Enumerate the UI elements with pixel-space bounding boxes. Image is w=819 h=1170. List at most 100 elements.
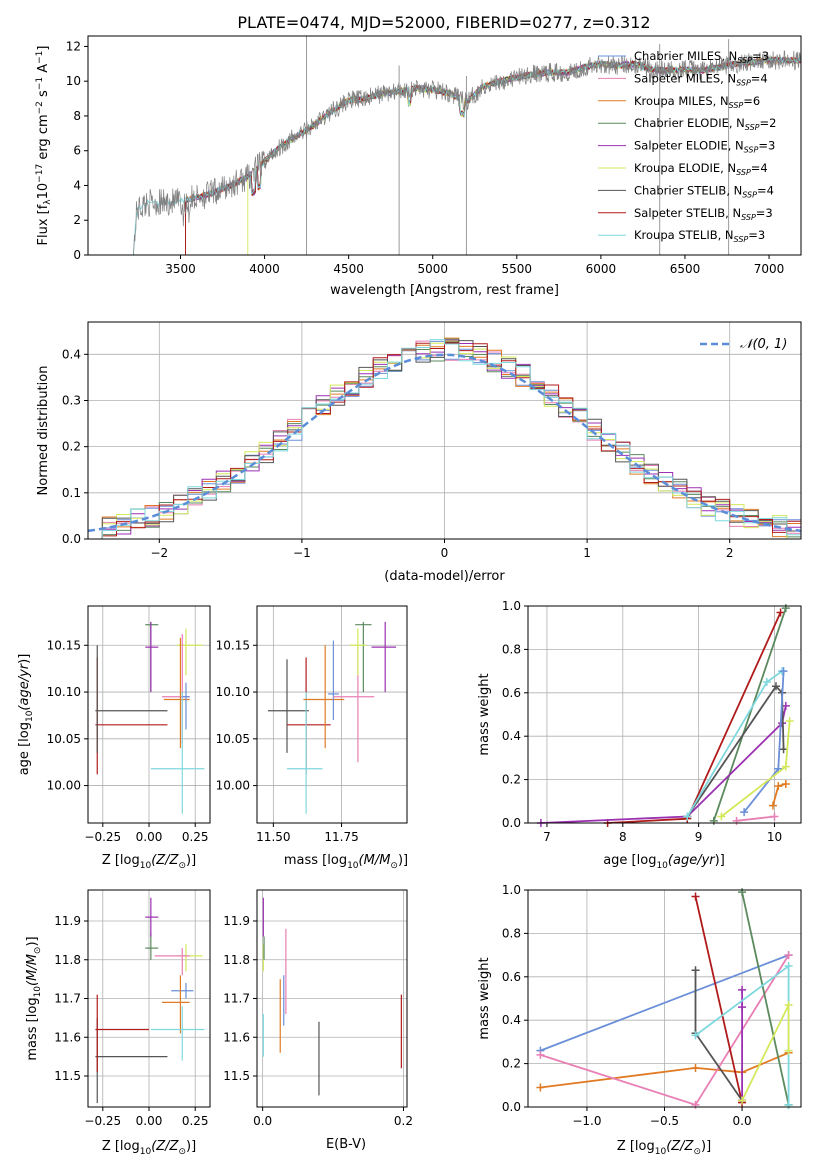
weight-marker-chabrier_miles [779,667,788,676]
weight-line-chabrier_elodie [712,607,787,822]
spectrum-data [133,49,801,255]
weight-marker-kroupa_miles [691,1063,700,1072]
legend-label-salpeter_miles: Salpeter MILES, NSSP=4 [634,71,768,87]
x-tick-label: 0.0 [253,1114,272,1128]
axes-frame [527,605,802,824]
spectrum-axes: 3500 4000 4500 5000 5500 6000 6500 7000 0 2 4 6 8 10 1… [66,39,785,276]
spectrum-model-kroupa_stelib [132,55,801,255]
y-tick-label: 10.05 [216,732,250,746]
weight_vs_age-axes: 7 8 9 10 0.0 0.2 0.4 0.6 0.8 1.0 [502,599,801,844]
y-tick-label: 8 [73,109,81,123]
weight-marker-kroupa_elodie [784,1046,793,1055]
x-tick-label: 0.00 [136,830,163,844]
x-tick-label: 0.00 [136,1114,163,1128]
weight-vs-Z-xlabel: Z [log10(Z/Z⊙)] [617,1139,711,1157]
x-tick-label: 0.25 [182,830,209,844]
weight-line-chabrier_elodie [741,892,790,1105]
y-tick-label: 11.6 [54,1030,81,1044]
weight-marker-salpeter_miles [536,1050,545,1059]
x-tick-label: 9 [695,830,703,844]
x-tick-label: 11.50 [256,830,290,844]
x-tick-label: 6000 [586,262,617,276]
y-tick-label: 10.10 [216,685,250,699]
y-tick-label: 11.9 [223,914,250,928]
y-tick-label: 6 [73,144,81,158]
y-tick-label: 11.5 [223,1069,250,1083]
y-tick-label: 0.1 [62,486,81,500]
y-tick-label: 10.00 [47,779,81,793]
age-vs-mass-xlabel: mass [log10(M/M⊙)] [284,853,408,871]
y-tick-label: 0.8 [502,926,521,940]
y-tick-label: 1.0 [502,883,521,897]
residual-hist-chabrier_stelib [88,340,801,539]
x-tick-label: 0.0 [733,1114,752,1128]
spectrum-model-salpeter_stelib [185,56,801,255]
y-tick-label: 0.6 [502,686,521,700]
y-tick-label: 11.7 [54,992,81,1006]
y-tick-label: 0.2 [502,1057,521,1071]
weight-marker-salpeter_miles [691,1100,700,1109]
weight-marker-chabrier_elodie [709,816,718,825]
weight-marker-kroupa_miles [768,801,777,810]
spectrum-model-salpeter_miles [185,56,801,255]
axes-frame [87,321,802,540]
spectrum-model-salpeter_elodie [185,56,801,255]
y-tick-label: 11.9 [54,914,81,928]
weight-marker-chabrier_stelib [771,682,780,691]
y-tick-label: 10 [66,74,81,88]
x-tick-label: 1 [583,546,591,560]
x-tick-label: 5000 [417,262,448,276]
y-tick-label: 4 [73,178,81,192]
axes-frame [87,605,211,824]
x-tick-label: 7000 [754,262,785,276]
x-tick-label: 4500 [333,262,364,276]
x-tick-label: 6500 [670,262,701,276]
spectrum-model-chabrier_stelib [185,55,801,255]
age_vs_mass-axes: 11.50 11.75 10.00 10.05 10.10 10.15 [216,606,407,844]
weight-line-chabrier_stelib [686,684,785,818]
weight-marker-kroupa_stelib [784,1100,793,1109]
y-tick-label: 0.2 [502,773,521,787]
weight-marker-chabrier_stelib [691,966,700,975]
weight-marker-kroupa_elodie [717,812,726,821]
weight-line-chabrier_stelib [694,970,743,1102]
spectrum-model-chabrier_miles [185,56,801,255]
legend-label-salpeter_elodie: Salpeter ELODIE, NSSP=3 [634,139,775,155]
legend-label-kroupa_stelib: Kroupa STELIB, NSSP=3 [634,228,765,244]
spectrum-ylabel: Flux [fλ10−17 erg cm−2 s−1 A−1] [35,46,53,246]
x-tick-label: −0.5 [650,1114,679,1128]
mass-ylabel: mass [log10(M/M⊙)] [25,936,43,1060]
x-tick-label: 0.2 [394,1114,413,1128]
axes-frame [87,35,802,256]
weight-marker-salpeter_miles [770,812,779,821]
age-ylabel: age [log10(age/yr)] [17,654,35,776]
x-tick-label: −0.25 [84,830,121,844]
x-tick-label: 4000 [249,262,280,276]
weight_vs_Z-ylabel: mass weight [477,957,492,1039]
spectrum-model-chabrier_elodie [185,56,801,255]
weight-line-salpeter_miles [736,815,775,822]
weight-marker-kroupa_stelib [691,1031,700,1040]
x-tick-label: −1 [293,546,311,560]
weight_vs_age-ylabel: mass weight [477,673,492,755]
y-tick-label: 10.05 [47,732,81,746]
gauss-legend-label: 𝒩(0, 1) [740,337,787,352]
weight-line-salpeter_stelib [694,896,743,1103]
y-tick-label: 0.2 [62,440,81,454]
x-tick-label: 11.75 [324,830,358,844]
age_vs_Z-axes: −0.25 0.00 0.25 10.00 10.05 10.10 10.15 [47,606,210,844]
figure-title: PLATE=0474, MJD=52000, FIBERID=0277, z=0… [237,13,650,32]
weight-marker-kroupa_elodie [738,1096,747,1105]
y-tick-label: 0.6 [502,970,521,984]
weight-marker-salpeter_miles [784,951,793,960]
legend-label-salpeter_stelib: Salpeter STELIB, NSSP=3 [634,206,773,222]
weight-marker-salpeter_elodie [738,1003,747,1012]
spectrum-legend: Chabrier MILES, NSSP=3 Salpeter MILES, NS… [598,49,776,244]
residuals-xlabel: (data-model)/error [384,569,505,584]
y-tick-label: 0.3 [62,393,81,407]
spectrum-model-kroupa_miles [185,56,801,255]
y-tick-label: 2 [73,213,81,227]
weight-marker-salpeter_stelib [691,892,700,901]
weight-marker-salpeter_miles [732,816,741,825]
mass-vs-Z-xlabel: Z [log10(Z/Z⊙)] [102,1139,196,1157]
